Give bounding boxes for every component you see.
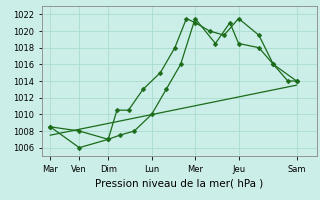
X-axis label: Pression niveau de la mer( hPa ): Pression niveau de la mer( hPa ) xyxy=(95,178,263,188)
